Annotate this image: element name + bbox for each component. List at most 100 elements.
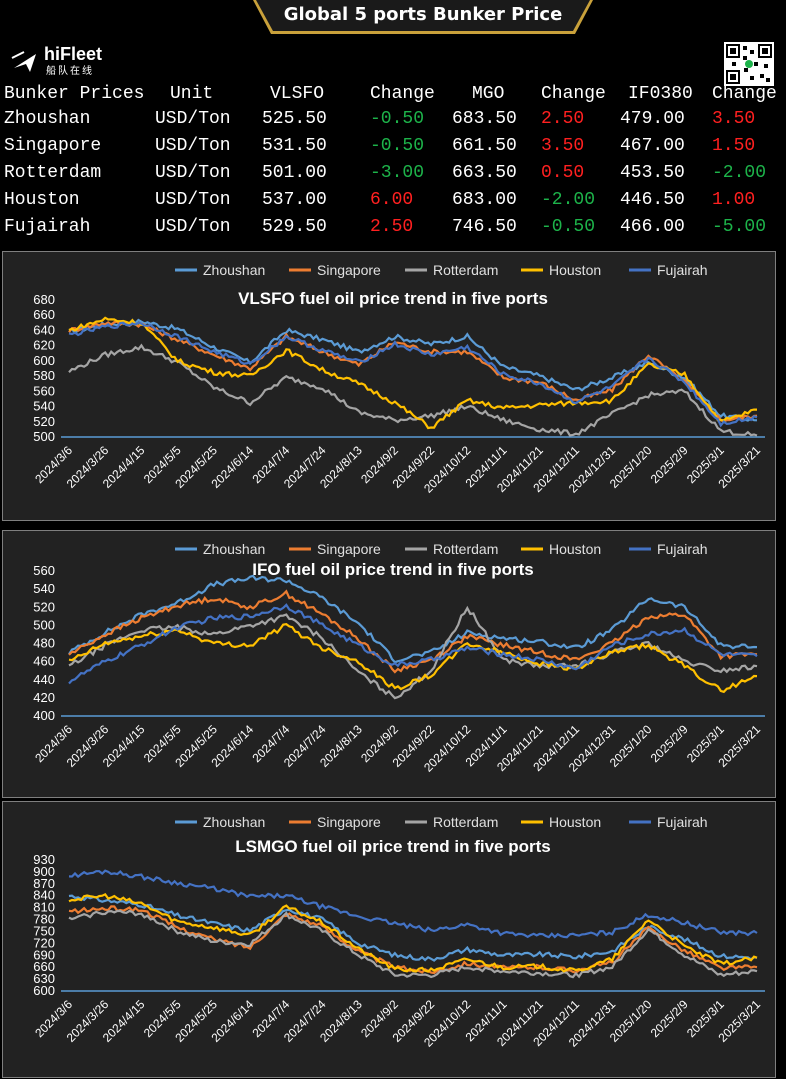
y-tick-label: 400 [33, 708, 55, 723]
ifo-chart: Zhoushan Singapore Rotterdam Houston Fujaira… [32, 541, 765, 775]
header-mgo-change: Change [541, 84, 606, 104]
legend-entry-rotterdam: Rotterdam [405, 262, 498, 278]
y-tick-label: 560 [33, 383, 55, 398]
legend-label: Houston [549, 814, 601, 830]
cell-port: Zhoushan [4, 109, 91, 129]
logo-subtitle: 船队在线 [46, 66, 94, 77]
qr-code-icon [726, 44, 772, 84]
y-tick-label: 500 [33, 617, 55, 632]
cell-port: Fujairah [4, 217, 91, 237]
series-line-fujairah [68, 603, 758, 685]
legend-label: Singapore [317, 814, 381, 830]
legend-label: Fujairah [657, 541, 708, 557]
y-tick-label: 750 [33, 923, 55, 938]
header-ifo-change: Change [712, 84, 777, 104]
legend-label: Fujairah [657, 262, 708, 278]
legend-entry-zhoushan: Zhoushan [175, 814, 265, 830]
table-row: Rotterdam USD/Ton 501.00 -3.00 663.50 0.50 453… [0, 163, 786, 189]
legend-label: Zhoushan [203, 814, 265, 830]
y-tick-label: 440 [33, 672, 55, 687]
cell-mgo: 683.50 [452, 109, 517, 129]
y-tick-label: 720 [33, 935, 55, 950]
series-line-houston [68, 316, 757, 430]
cell-ifo: 446.50 [620, 190, 685, 210]
legend-label: Rotterdam [433, 262, 498, 278]
title-banner: Global 5 ports Bunker Price [253, 0, 593, 34]
cell-vlsfo: 537.00 [262, 190, 327, 210]
series-line-zhoushan [68, 318, 758, 422]
vlsfo-chart: Zhoushan Singapore Rotterdam Houston Fujaira… [32, 262, 765, 496]
y-tick-label: 460 [33, 654, 55, 669]
cell-mgo: 663.50 [452, 163, 517, 183]
cell-vlsfo-change: -3.00 [370, 163, 425, 183]
legend-entry-rotterdam: Rotterdam [405, 814, 498, 830]
legend-entry-singapore: Singapore [289, 541, 381, 557]
table-row: Fujairah USD/Ton 529.50 2.50 746.50 -0.50 466.… [0, 217, 786, 243]
cell-vlsfo: 525.50 [262, 109, 327, 129]
cell-vlsfo-change: 6.00 [370, 190, 414, 210]
series-line-fujairah [68, 869, 758, 939]
legend-label: Fujairah [657, 814, 708, 830]
legend-label: Rotterdam [433, 541, 498, 557]
legend-entry-singapore: Singapore [289, 814, 381, 830]
cell-ifo: 467.00 [620, 136, 685, 156]
series-line-houston [68, 623, 758, 694]
x-tick-label: 2025/2/9 [648, 722, 691, 765]
header-vlsfo-change: Change [370, 84, 435, 104]
qr-code [724, 42, 774, 86]
page-title: Global 5 ports Bunker Price [283, 4, 563, 25]
cell-ifo: 466.00 [620, 217, 685, 237]
y-tick-label: 540 [33, 581, 55, 596]
cell-port: Singapore [4, 136, 102, 156]
table-header-row: Bunker Prices Unit VLSFO Change MGO Chan… [0, 84, 786, 110]
cell-ifo: 453.50 [620, 163, 685, 183]
legend-label: Zhoushan [203, 262, 265, 278]
y-tick-label: 580 [33, 368, 55, 383]
series-line-houston [68, 893, 758, 973]
cell-vlsfo-change: -0.50 [370, 109, 425, 129]
ifo-chart-panel: Zhoushan Singapore Rotterdam Houston Fujaira… [2, 530, 776, 798]
header-bunker-prices: Bunker Prices [4, 84, 145, 104]
y-tick-label: 630 [33, 971, 55, 986]
legend-entry-rotterdam: Rotterdam [405, 541, 498, 557]
cell-ifo: 479.00 [620, 109, 685, 129]
legend-entry-fujairah: Fujairah [629, 541, 708, 557]
cell-mgo: 683.00 [452, 190, 517, 210]
y-tick-label: 810 [33, 900, 55, 915]
series-line-rotterdam [68, 909, 758, 979]
header-unit: Unit [170, 84, 214, 104]
cell-mgo-change: 0.50 [541, 163, 585, 183]
cell-vlsfo: 529.50 [262, 217, 327, 237]
cell-port: Rotterdam [4, 163, 102, 183]
cell-ifo-change: -5.00 [712, 217, 767, 237]
legend-label: Singapore [317, 541, 381, 557]
series-line-zhoushan [68, 894, 758, 962]
legend-entry-houston: Houston [521, 262, 601, 278]
x-tick-label: 2025/2/9 [648, 443, 691, 486]
legend-label: Zhoushan [203, 541, 265, 557]
banner-shape [253, 0, 593, 34]
y-tick-label: 540 [33, 399, 55, 414]
legend-entry-singapore: Singapore [289, 262, 381, 278]
cell-port: Houston [4, 190, 80, 210]
y-tick-label: 600 [33, 983, 55, 998]
legend-entry-zhoushan: Zhoushan [175, 262, 265, 278]
cell-vlsfo-change: -0.50 [370, 136, 425, 156]
lsmgo-chart: Zhoushan Singapore Rotterdam Houston Fujaira… [32, 814, 765, 1050]
y-tick-label: 660 [33, 959, 55, 974]
y-tick-label: 560 [33, 563, 55, 578]
cell-mgo-change: 2.50 [541, 109, 585, 129]
cell-unit: USD/Ton [155, 163, 231, 183]
y-tick-label: 620 [33, 338, 55, 353]
legend-entry-houston: Houston [521, 541, 601, 557]
legend-label: Houston [549, 262, 601, 278]
table-row: Zhoushan USD/Ton 525.50 -0.50 683.50 2.50 479.… [0, 109, 786, 135]
chart-title: LSMGO fuel oil price trend in five ports [235, 837, 550, 856]
y-tick-label: 780 [33, 912, 55, 927]
y-tick-label: 420 [33, 690, 55, 705]
legend-entry-houston: Houston [521, 814, 601, 830]
legend-entry-fujairah: Fujairah [629, 262, 708, 278]
cell-vlsfo: 531.50 [262, 136, 327, 156]
y-tick-label: 660 [33, 307, 55, 322]
y-tick-label: 690 [33, 947, 55, 962]
